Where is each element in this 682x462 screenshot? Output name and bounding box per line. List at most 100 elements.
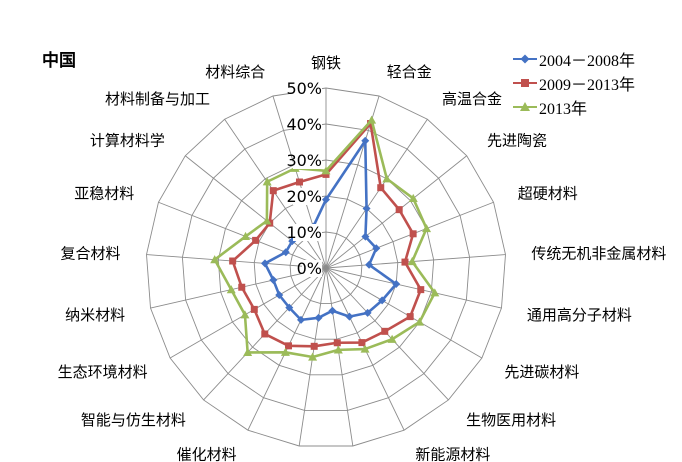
data-point bbox=[361, 136, 370, 145]
data-point bbox=[269, 187, 277, 195]
category-label: 先进碳材料 bbox=[504, 363, 579, 381]
data-point bbox=[417, 286, 425, 294]
data-point bbox=[422, 224, 432, 233]
category-label: 亚稳材料 bbox=[74, 185, 134, 203]
category-label: 催化材料 bbox=[177, 446, 237, 462]
grid-ring bbox=[146, 87, 506, 447]
legend-marker-series-2 bbox=[521, 79, 529, 87]
grid-spoke bbox=[146, 254, 327, 269]
data-point bbox=[275, 291, 284, 299]
chart-title: 中国 bbox=[42, 51, 76, 71]
data-point bbox=[297, 315, 306, 324]
legend-item-series-2: 2009－2013年 bbox=[513, 71, 635, 95]
category-label: 纳米材料 bbox=[65, 306, 125, 324]
category-label: 超硬材料 bbox=[518, 185, 578, 203]
category-label: 先进陶瓷 bbox=[487, 132, 547, 150]
data-point bbox=[360, 344, 370, 353]
grid-spoke bbox=[184, 155, 327, 269]
data-point bbox=[401, 258, 409, 266]
category-label: 新能源材料 bbox=[415, 446, 490, 462]
data-point bbox=[308, 352, 318, 361]
category-label: 钢铁 bbox=[311, 54, 341, 72]
data-point bbox=[261, 330, 269, 338]
legend-marker-series-1 bbox=[520, 54, 530, 64]
category-label: 高温合金 bbox=[442, 90, 502, 108]
data-point bbox=[409, 230, 417, 238]
category-label: 智能与仿生材料 bbox=[81, 411, 186, 429]
data-point bbox=[367, 115, 377, 124]
category-label: 生物医用材料 bbox=[466, 411, 556, 429]
legend-swatch-series-2 bbox=[513, 77, 537, 89]
category-label: 通用高分子材料 bbox=[527, 306, 632, 324]
data-point bbox=[285, 342, 293, 350]
data-point bbox=[210, 255, 220, 264]
category-labels: 钢铁轻合金高温合金先进陶瓷超硬材料传统无机非金属材料通用高分子材料先进碳材料生物… bbox=[58, 54, 667, 462]
series-2 bbox=[229, 120, 425, 350]
grid-ring bbox=[217, 159, 435, 376]
data-point bbox=[387, 334, 397, 343]
data-point bbox=[395, 206, 403, 214]
grid-spoke bbox=[150, 267, 327, 309]
data-point bbox=[407, 257, 417, 266]
legend-label-series-3: 2013年 bbox=[539, 101, 588, 118]
legend-item-series-3: 2013年 bbox=[513, 95, 635, 119]
radial-tick-label: 20% bbox=[286, 187, 322, 206]
radial-tick-label: 0% bbox=[297, 259, 322, 278]
data-point bbox=[378, 296, 387, 305]
data-point bbox=[322, 195, 330, 204]
data-point bbox=[285, 303, 294, 312]
tick-label-bg bbox=[293, 188, 322, 205]
grid-ring bbox=[181, 123, 471, 411]
radial-tick-label: 30% bbox=[286, 151, 322, 170]
grid-spoke bbox=[325, 254, 506, 269]
data-point bbox=[362, 204, 371, 213]
series-line bbox=[231, 122, 423, 348]
data-point bbox=[226, 285, 236, 294]
data-point bbox=[333, 339, 341, 347]
data-point bbox=[365, 260, 374, 269]
series-line bbox=[213, 118, 437, 359]
data-point bbox=[262, 177, 272, 186]
grid-spoke bbox=[325, 119, 428, 269]
legend-label-series-2: 2009－2013年 bbox=[539, 77, 636, 94]
data-point bbox=[240, 310, 250, 319]
data-point bbox=[408, 193, 418, 203]
category-label: 材料制备与加工 bbox=[105, 90, 210, 108]
legend-label-series-1: 2004－2008年 bbox=[539, 53, 636, 70]
grid-spoke bbox=[325, 267, 483, 359]
category-label: 生态环境材料 bbox=[58, 363, 148, 381]
grid-spoke bbox=[158, 201, 327, 269]
series-line bbox=[263, 139, 398, 322]
data-point bbox=[262, 216, 272, 225]
radial-tick-label: 40% bbox=[286, 115, 322, 134]
series-3 bbox=[210, 115, 440, 361]
radial-tick-labels: 0% 10% 20% 30% 40% 50% bbox=[286, 79, 322, 278]
data-point bbox=[377, 184, 385, 192]
data-point bbox=[333, 345, 343, 354]
data-point bbox=[238, 283, 246, 291]
data-point bbox=[243, 347, 253, 357]
data-point bbox=[321, 166, 331, 175]
grid-ring bbox=[289, 231, 363, 305]
data-point bbox=[430, 288, 440, 297]
grid-spoke bbox=[325, 267, 502, 309]
data-point bbox=[229, 257, 237, 265]
data-point bbox=[381, 327, 389, 335]
radial-tick-label: 10% bbox=[286, 223, 322, 242]
category-label: 传统无机非金属材料 bbox=[531, 245, 666, 263]
data-point bbox=[328, 306, 337, 315]
data-point bbox=[269, 276, 278, 285]
legend-item-series-1: 2004－2008年 bbox=[513, 47, 635, 71]
data-point bbox=[361, 232, 370, 241]
tick-label-bg bbox=[293, 224, 322, 241]
radar-grid bbox=[146, 87, 506, 447]
radial-tick-label: 50% bbox=[286, 79, 322, 98]
category-label: 轻合金 bbox=[387, 63, 432, 81]
tick-label-bg bbox=[293, 152, 322, 169]
category-label: 材料综合 bbox=[205, 63, 265, 81]
grid-ring bbox=[253, 195, 399, 340]
data-point bbox=[392, 280, 401, 289]
data-point bbox=[252, 236, 260, 244]
legend: 2004－2008年 2009－2013年 2013年 bbox=[513, 47, 635, 119]
